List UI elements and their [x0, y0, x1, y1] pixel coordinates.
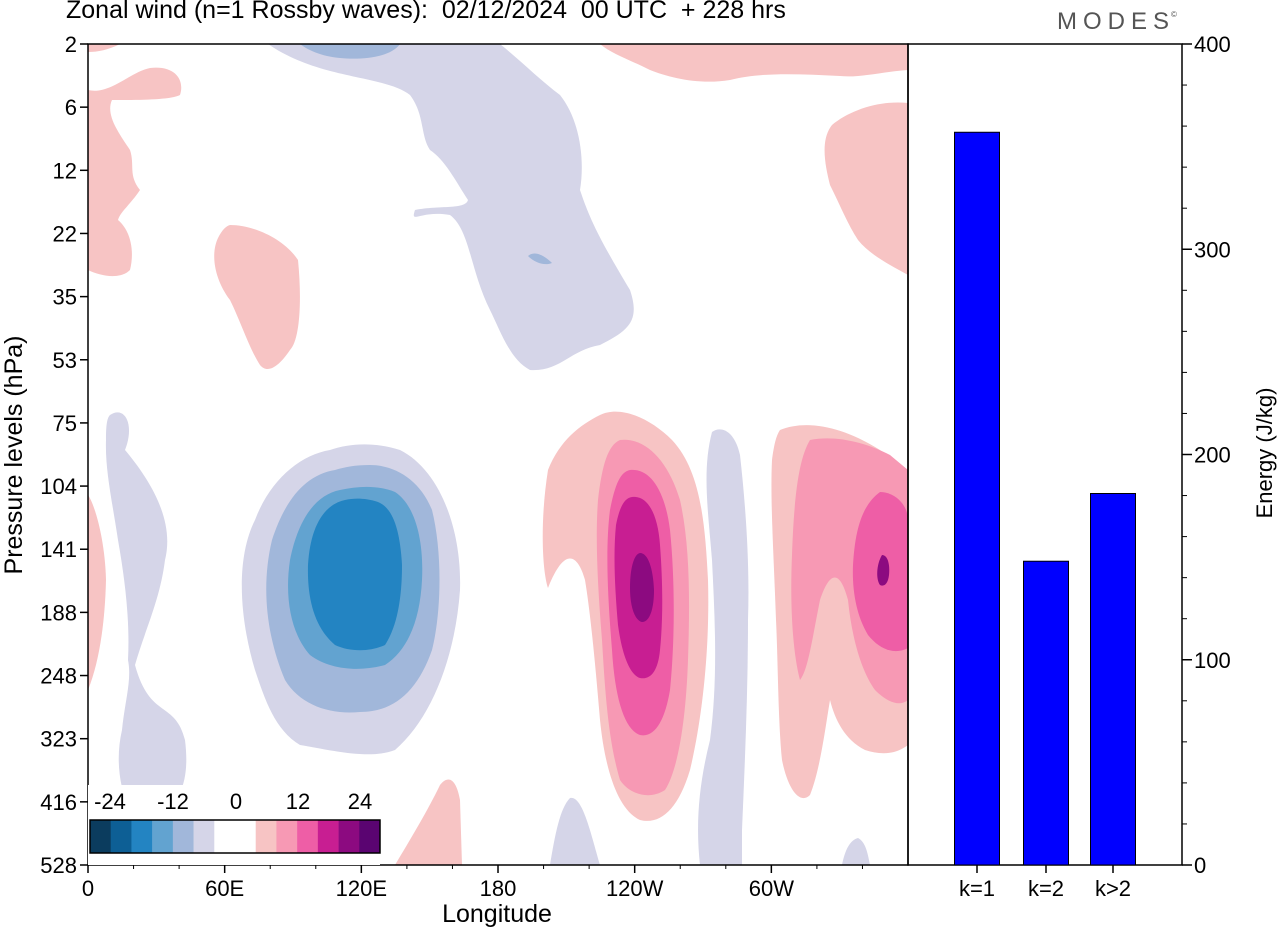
y-tick-label: 6 — [65, 95, 77, 120]
x-tick-label: 60E — [205, 876, 244, 901]
contour-pos20-center — [630, 553, 654, 622]
colorbar-swatch — [131, 820, 153, 853]
y-axis-label: Pressure levels (hPa) — [0, 336, 28, 575]
colorbar-swatch — [276, 820, 298, 853]
y-tick-label: 416 — [40, 790, 77, 815]
colorbar-swatch — [172, 820, 194, 853]
chart-title: Zonal wind (n=1 Rossby waves): 02/12/202… — [66, 0, 786, 24]
contour-neg-mid — [698, 429, 749, 865]
colorbar-swatch — [255, 820, 277, 853]
y-tick-label: 2 — [65, 32, 77, 57]
y-tick-label: 75 — [53, 411, 77, 436]
contour-pos-upperleft — [214, 225, 300, 370]
energy-tick-label: 200 — [1194, 443, 1231, 468]
logo-text: MODES — [1057, 8, 1176, 35]
colorbar-swatch — [235, 820, 257, 853]
bar-category-label: k=1 — [959, 876, 995, 901]
colorbar-swatch — [317, 820, 339, 853]
contour-pos-topleft-edge — [88, 44, 120, 52]
y-tick-label: 323 — [40, 727, 77, 752]
y-tick-label: 53 — [53, 348, 77, 373]
x-tick-label: 120E — [336, 876, 387, 901]
bar-category-label: k>2 — [1095, 876, 1131, 901]
contour-pos-right — [824, 102, 908, 275]
colorbar-swatch — [297, 820, 319, 853]
y-tick-label: 188 — [40, 600, 77, 625]
longitude-axis: 0 60E 120E 180 120W 60W — [82, 865, 863, 901]
y-tick-label: 12 — [53, 158, 77, 183]
energy-bar — [1090, 492, 1136, 866]
colorbar-swatch — [359, 820, 381, 853]
y-tick-label: 141 — [40, 537, 77, 562]
contour-pos20-right — [877, 555, 890, 586]
colorbar-swatch — [90, 820, 112, 853]
colorbar: -24 -12 0 12 24 — [88, 785, 381, 865]
contour-neg-left — [105, 412, 187, 810]
colorbar-swatch — [214, 820, 236, 853]
colorbar-swatch — [193, 820, 215, 853]
colorbar-swatch — [338, 820, 360, 853]
colorbar-swatch — [110, 820, 132, 853]
contour-neg16 — [307, 498, 402, 651]
x-tick-label: 0 — [82, 876, 94, 901]
contour-field — [88, 44, 908, 865]
x-axis-label: Longitude — [442, 900, 552, 928]
colorbar-tick-label: -24 — [94, 789, 126, 814]
y-tick-label: 22 — [53, 221, 77, 246]
colorbar-swatch — [152, 820, 174, 853]
contour-pos-leftedge — [88, 495, 106, 690]
colorbar-tick-label: 12 — [286, 789, 310, 814]
colorbar-tick-label: 0 — [230, 789, 242, 814]
colorbar-tick-label: 24 — [348, 789, 372, 814]
x-tick-label: 180 — [480, 876, 517, 901]
contour-pos-bottom — [395, 779, 462, 865]
contour-neg8-top — [300, 44, 400, 59]
energy-bar — [1023, 560, 1069, 866]
x-tick-label: 60W — [749, 876, 794, 901]
energy-bar — [954, 131, 1000, 866]
energy-axis-label: Energy (J/kg) — [1252, 388, 1277, 519]
y-tick-label: 35 — [53, 285, 77, 310]
contour-neg-upper — [268, 44, 634, 371]
x-tick-label: 120W — [606, 876, 664, 901]
contour-pos-topleft — [88, 67, 182, 277]
energy-tick-label: 400 — [1194, 32, 1231, 57]
energy-tick-label: 0 — [1194, 853, 1206, 878]
energy-bars: k=1 k=2 k>2 — [954, 131, 1136, 901]
bar-category-label: k=2 — [1028, 876, 1064, 901]
y-tick-label: 528 — [40, 853, 77, 878]
energy-axis: 0 100 200 300 400 — [1182, 32, 1231, 878]
energy-tick-label: 300 — [1194, 237, 1231, 262]
contour-pos-topright — [600, 44, 908, 82]
energy-tick-label: 100 — [1194, 648, 1231, 673]
contour-neg8-blob — [528, 253, 552, 265]
colorbar-frame — [89, 819, 381, 854]
contour-neg-bottom1 — [550, 797, 600, 865]
colorbar-tick-label: -12 — [157, 789, 189, 814]
modes-logo: MODES© — [1057, 8, 1181, 36]
logo-copyright-mark: © — [1171, 10, 1177, 19]
y-tick-label: 104 — [40, 474, 77, 499]
contour-neg-bottom2 — [842, 838, 870, 865]
pressure-axis: 2 6 12 22 35 53 75 104 141 188 248 323 416 528 — [40, 32, 88, 878]
y-tick-label: 248 — [40, 664, 77, 689]
